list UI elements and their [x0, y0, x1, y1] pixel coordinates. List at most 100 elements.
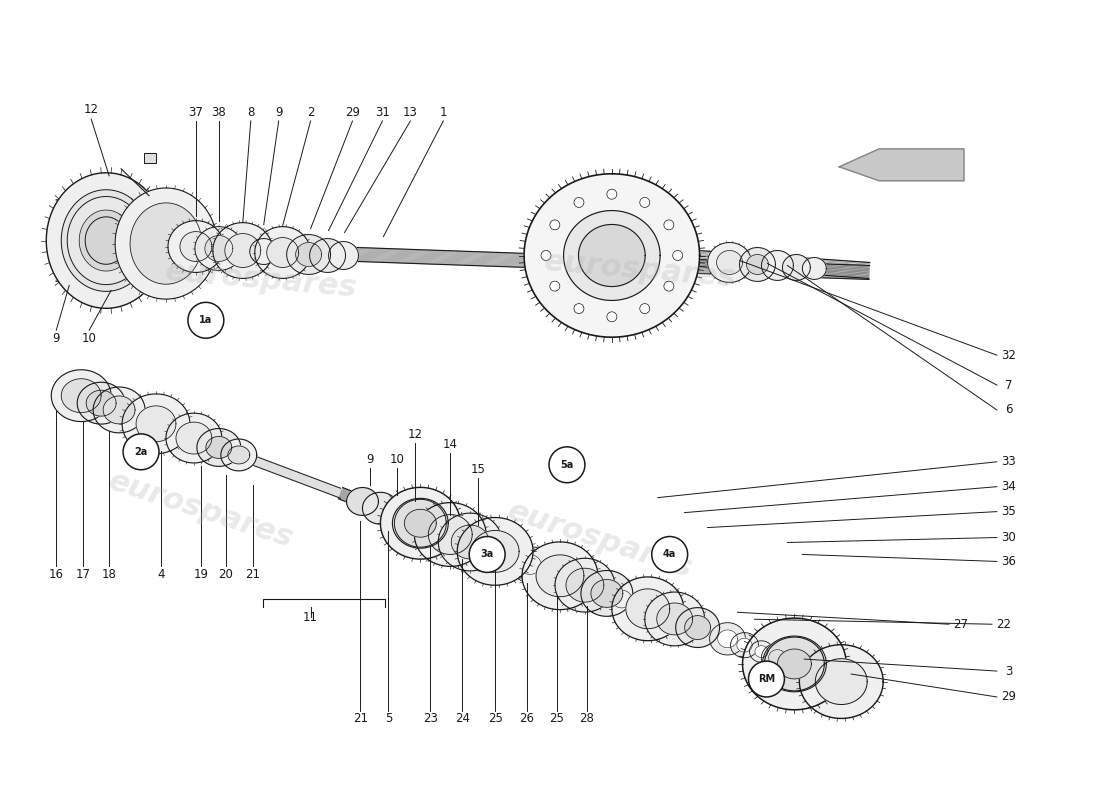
Text: 27: 27 — [954, 618, 968, 630]
Polygon shape — [519, 554, 541, 574]
Text: 11: 11 — [304, 610, 318, 624]
Text: eurospares: eurospares — [164, 258, 358, 303]
Polygon shape — [136, 406, 176, 442]
Polygon shape — [266, 238, 298, 267]
Polygon shape — [296, 242, 321, 266]
Text: 32: 32 — [1001, 349, 1016, 362]
Polygon shape — [717, 630, 737, 648]
Text: 21: 21 — [245, 568, 261, 581]
Polygon shape — [197, 429, 241, 466]
Polygon shape — [645, 592, 705, 646]
Polygon shape — [553, 569, 571, 585]
Polygon shape — [626, 589, 670, 629]
Text: 38: 38 — [211, 106, 227, 119]
Polygon shape — [747, 254, 769, 274]
Polygon shape — [684, 616, 711, 639]
Polygon shape — [510, 546, 550, 582]
Polygon shape — [346, 487, 378, 515]
Circle shape — [123, 434, 160, 470]
Text: 4a: 4a — [663, 550, 676, 559]
Polygon shape — [780, 653, 804, 674]
Polygon shape — [46, 173, 166, 308]
Polygon shape — [576, 574, 608, 602]
Circle shape — [549, 447, 585, 482]
Polygon shape — [221, 439, 256, 471]
Polygon shape — [566, 568, 604, 602]
Text: 3a: 3a — [481, 550, 494, 559]
Text: 3: 3 — [1005, 665, 1012, 678]
Text: 12: 12 — [408, 428, 422, 442]
Polygon shape — [77, 382, 125, 424]
Text: 31: 31 — [375, 106, 389, 119]
Circle shape — [748, 661, 784, 697]
Polygon shape — [66, 385, 341, 498]
Polygon shape — [144, 153, 156, 163]
Circle shape — [470, 537, 505, 572]
Polygon shape — [524, 174, 700, 338]
Polygon shape — [195, 226, 243, 270]
Polygon shape — [130, 203, 202, 284]
Text: 7: 7 — [1005, 378, 1013, 391]
Text: 9: 9 — [275, 106, 283, 119]
Polygon shape — [537, 562, 557, 580]
Polygon shape — [309, 238, 345, 273]
Polygon shape — [583, 580, 601, 596]
Polygon shape — [116, 188, 217, 299]
Polygon shape — [761, 250, 793, 281]
Polygon shape — [250, 238, 277, 265]
Polygon shape — [579, 225, 646, 286]
Polygon shape — [800, 645, 883, 718]
Circle shape — [640, 198, 650, 207]
Text: 2: 2 — [307, 106, 315, 119]
Polygon shape — [598, 586, 615, 601]
Polygon shape — [221, 246, 300, 255]
Polygon shape — [458, 518, 534, 586]
Circle shape — [550, 281, 560, 291]
Polygon shape — [329, 242, 359, 270]
Polygon shape — [716, 250, 742, 274]
Polygon shape — [739, 247, 776, 282]
Polygon shape — [86, 390, 117, 416]
Polygon shape — [428, 514, 472, 554]
Polygon shape — [675, 608, 719, 647]
Text: 2a: 2a — [134, 447, 147, 457]
Polygon shape — [536, 555, 584, 597]
Polygon shape — [755, 646, 768, 658]
Text: 20: 20 — [219, 568, 233, 581]
Polygon shape — [604, 583, 640, 615]
Circle shape — [607, 312, 617, 322]
Polygon shape — [62, 378, 101, 413]
Polygon shape — [503, 548, 527, 570]
Text: 25: 25 — [550, 712, 564, 726]
Polygon shape — [802, 258, 826, 279]
Circle shape — [188, 302, 223, 338]
Polygon shape — [85, 217, 128, 264]
Polygon shape — [612, 577, 684, 641]
Text: 9: 9 — [53, 332, 60, 345]
Polygon shape — [339, 488, 877, 699]
Text: 28: 28 — [580, 712, 594, 726]
Polygon shape — [393, 498, 449, 548]
Polygon shape — [438, 513, 502, 571]
Polygon shape — [730, 633, 759, 658]
Polygon shape — [205, 235, 233, 262]
Polygon shape — [563, 210, 660, 301]
Circle shape — [574, 198, 584, 207]
Polygon shape — [79, 210, 133, 271]
Text: 10: 10 — [81, 332, 97, 345]
Polygon shape — [742, 618, 846, 710]
Text: 8: 8 — [248, 106, 254, 119]
Text: 5a: 5a — [560, 460, 573, 470]
Text: 22: 22 — [997, 618, 1011, 630]
Text: 36: 36 — [1001, 555, 1016, 568]
Polygon shape — [581, 570, 632, 616]
Text: 1: 1 — [440, 106, 447, 119]
Text: 24: 24 — [454, 712, 470, 726]
Circle shape — [574, 303, 584, 314]
Polygon shape — [762, 636, 826, 692]
Polygon shape — [168, 221, 223, 273]
Text: 17: 17 — [76, 568, 90, 581]
Text: 14: 14 — [443, 438, 458, 451]
Text: 6: 6 — [1005, 403, 1013, 417]
Polygon shape — [405, 510, 437, 537]
